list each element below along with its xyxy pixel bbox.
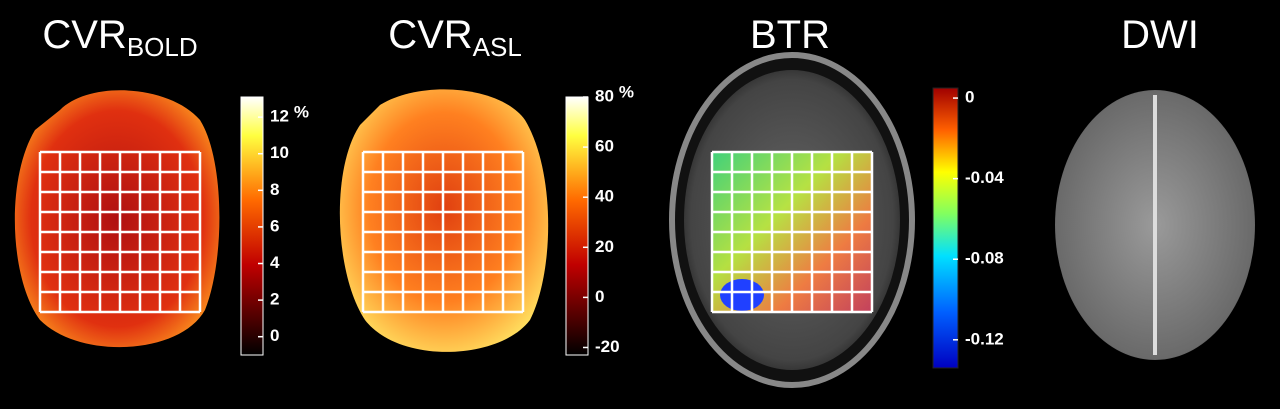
title-subscript: BOLD <box>127 32 198 62</box>
tick-label: 6 <box>270 216 279 235</box>
tick-label: 0 <box>270 326 279 345</box>
tick-label: 4 <box>270 253 280 272</box>
panel-title: CVRBOLD <box>42 13 197 62</box>
tick-label: 80 <box>595 86 614 105</box>
tick-label: 40 <box>595 187 614 206</box>
roi-grid <box>361 150 525 314</box>
tick-label: -20 <box>595 337 620 356</box>
tick-label: 0 <box>595 287 604 306</box>
unit-label: % <box>619 82 634 101</box>
unit-label: % <box>294 103 309 122</box>
panel-title: BTR <box>750 13 830 57</box>
roi-grid <box>38 150 202 314</box>
colorbar-bold <box>240 96 264 356</box>
panel-title: DWI <box>1121 13 1199 57</box>
tick-label: 12 <box>270 107 289 126</box>
title-subscript: ASL <box>473 32 522 62</box>
tick-label: 0 <box>965 88 974 107</box>
colorbar-asl <box>565 96 589 356</box>
tick-label: -0.04 <box>965 168 1004 187</box>
tick-label: -0.08 <box>965 249 1004 268</box>
tick-label: 8 <box>270 180 279 199</box>
title-main: CVR <box>42 13 126 57</box>
tick-label: 10 <box>270 143 289 162</box>
btr-low-region <box>720 279 764 311</box>
colorbar-btr <box>932 87 959 369</box>
cvr-bold-map <box>14 90 220 348</box>
tick-label: 2 <box>270 290 279 309</box>
tick-label: 60 <box>595 137 614 156</box>
roi-grid <box>710 150 874 314</box>
tick-label: 20 <box>595 237 614 256</box>
title-main: CVR <box>388 13 472 57</box>
tick-label: -0.12 <box>965 329 1004 348</box>
panel-title: CVRASL <box>388 13 522 62</box>
title-main: DWI <box>1121 13 1199 57</box>
title-main: BTR <box>750 13 830 57</box>
